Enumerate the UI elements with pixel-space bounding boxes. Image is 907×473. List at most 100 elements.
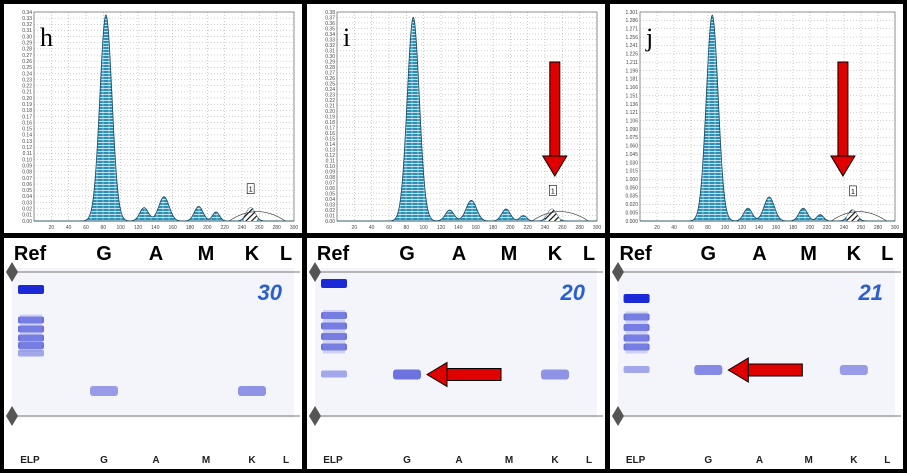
y-tick-label: 0.06 <box>22 182 32 188</box>
lane-header: M <box>501 243 518 265</box>
y-tick-label: 0.38 <box>325 10 335 16</box>
y-tick-label: 1.136 <box>625 102 638 108</box>
x-tick-label: 220 <box>523 225 532 231</box>
fit-curve <box>531 211 589 222</box>
lane-footer: ELP <box>20 455 40 466</box>
y-tick-label: 0.25 <box>325 81 335 87</box>
y-tick-label: 0.03 <box>325 202 335 208</box>
y-tick-label: 0.20 <box>325 109 335 115</box>
y-tick-label: 1.196 <box>625 68 638 74</box>
x-tick-label: 20 <box>352 225 358 231</box>
lane-header: A <box>452 243 466 265</box>
x-tick-label: 160 <box>772 225 781 231</box>
lane-footer: M <box>804 455 812 466</box>
chart-panel-j-svg: 1.301 1.286 1.271 1.256 1.241 1.226 1.211 1.196… <box>625 10 899 231</box>
x-tick-label: 60 <box>83 225 89 231</box>
y-tick-label: 0.05 <box>325 191 335 197</box>
lane-header: K <box>245 243 260 265</box>
y-tick-label: 0.01 <box>22 213 32 219</box>
y-tick-label: 0.17 <box>325 125 335 131</box>
y-tick-label: 0.28 <box>325 65 335 71</box>
lane-footer: L <box>283 455 289 466</box>
x-tick-label: 180 <box>489 225 498 231</box>
x-tick-label: 260 <box>558 225 567 231</box>
lane-footer: ELP <box>626 455 646 466</box>
x-tick-label: 40 <box>671 225 677 231</box>
y-tick-label: 0.30 <box>325 54 335 60</box>
x-tick-label: 160 <box>471 225 480 231</box>
y-tick-label: 1.090 <box>625 127 638 133</box>
x-tick-label: 180 <box>186 225 195 231</box>
y-tick-label: 0.29 <box>325 59 335 65</box>
y-tick-label: 1.030 <box>625 160 638 166</box>
plot-frame <box>639 11 896 222</box>
red-arrow-left <box>727 357 803 383</box>
y-tick-label: 1.226 <box>625 52 638 58</box>
y-tick-label: 0.08 <box>22 170 32 176</box>
y-tick-label: 0.13 <box>22 139 32 145</box>
y-tick-label: 0.10 <box>325 164 335 170</box>
x-tick-label: 120 <box>738 225 747 231</box>
y-tick-label: 0.32 <box>22 22 32 28</box>
red-arrow-down <box>541 61 568 177</box>
lane-header: A <box>149 243 163 265</box>
ref-band <box>18 316 44 324</box>
y-tick-label: 0.23 <box>325 92 335 98</box>
y-tick-label: 1.301 <box>625 10 638 16</box>
density-area <box>640 14 895 222</box>
panel-letter: h <box>40 23 53 52</box>
lane-header: Ref <box>619 243 652 265</box>
x-tick-label: 140 <box>755 225 764 231</box>
x-tick-label: 20 <box>49 225 55 231</box>
y-tick-label: 0.27 <box>22 53 32 59</box>
ref-band <box>18 349 44 357</box>
gel-side-marker <box>309 262 321 282</box>
y-tick-label: 1.000 <box>625 177 638 183</box>
lane-footer: ELP <box>323 455 343 466</box>
x-tick-label: 120 <box>437 225 446 231</box>
gel-body <box>315 268 597 418</box>
y-tick-label: 0.25 <box>22 65 32 71</box>
y-tick-label: 0.06 <box>325 186 335 192</box>
y-tick-label: 1.241 <box>625 43 638 49</box>
x-tick-label: 260 <box>255 225 264 231</box>
peak-marker-box <box>849 185 857 197</box>
lane-footer: M <box>505 455 513 466</box>
x-tick-label: 100 <box>419 225 428 231</box>
y-tick-label: 0.020 <box>625 202 638 208</box>
y-tick-label: 0.23 <box>22 77 32 83</box>
y-tick-label: 0.19 <box>22 102 32 108</box>
x-tick-label: 100 <box>116 225 125 231</box>
ref-band <box>18 334 44 342</box>
ref-band <box>623 334 650 342</box>
y-tick-label: 0.03 <box>22 200 32 206</box>
y-tick-label: 0.16 <box>325 131 335 137</box>
y-tick-label: 0.12 <box>325 153 335 159</box>
lane-footer: L <box>884 455 890 466</box>
y-tick-label: 0.28 <box>22 47 32 53</box>
y-tick-label: 0.19 <box>325 114 335 120</box>
ref-band <box>18 342 44 349</box>
gel-side-marker <box>6 262 18 282</box>
y-tick-label: 0.35 <box>325 26 335 32</box>
ref-band <box>623 313 650 321</box>
gel-number: 20 <box>560 280 586 305</box>
y-tick-label: 0.31 <box>22 28 32 34</box>
ref-band <box>623 366 650 373</box>
y-tick-label: 1.045 <box>625 152 638 158</box>
chart-panel-h-svg: 0.340.330.320.310.300.290.280.270.260.25… <box>22 10 298 231</box>
x-tick-label: 220 <box>220 225 229 231</box>
x-tick-label: 260 <box>857 225 866 231</box>
peak-marker-box <box>549 184 557 196</box>
y-tick-label: 0.035 <box>625 194 638 200</box>
x-tick-label: 100 <box>721 225 730 231</box>
y-tick-label: 1.121 <box>625 110 638 116</box>
y-tick-label: 0.10 <box>22 157 32 163</box>
x-tick-label: 200 <box>806 225 815 231</box>
lane-footer: A <box>455 455 462 466</box>
x-tick-label: 240 <box>238 225 247 231</box>
lane-header: G <box>701 243 717 265</box>
gel-panel-h: Ref G A M K L ELP G A M K L 30 <box>4 238 302 469</box>
